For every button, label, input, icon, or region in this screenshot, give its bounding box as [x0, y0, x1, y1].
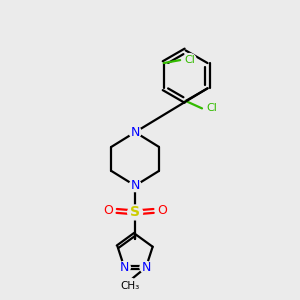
Text: S: S — [130, 206, 140, 219]
Circle shape — [140, 261, 152, 273]
Text: N: N — [141, 261, 151, 274]
Text: N: N — [130, 126, 140, 139]
Text: N: N — [120, 261, 129, 274]
Circle shape — [129, 180, 141, 192]
Circle shape — [183, 54, 196, 67]
Text: CH₃: CH₃ — [120, 281, 139, 291]
Circle shape — [205, 102, 218, 115]
Text: Cl: Cl — [184, 55, 195, 65]
Circle shape — [156, 205, 168, 217]
Circle shape — [128, 205, 142, 220]
Circle shape — [102, 205, 114, 217]
Circle shape — [129, 126, 141, 138]
Text: O: O — [157, 204, 167, 218]
Circle shape — [118, 261, 130, 273]
Circle shape — [122, 278, 138, 294]
Text: O: O — [103, 204, 113, 218]
Text: N: N — [130, 179, 140, 192]
Text: Cl: Cl — [206, 103, 217, 113]
